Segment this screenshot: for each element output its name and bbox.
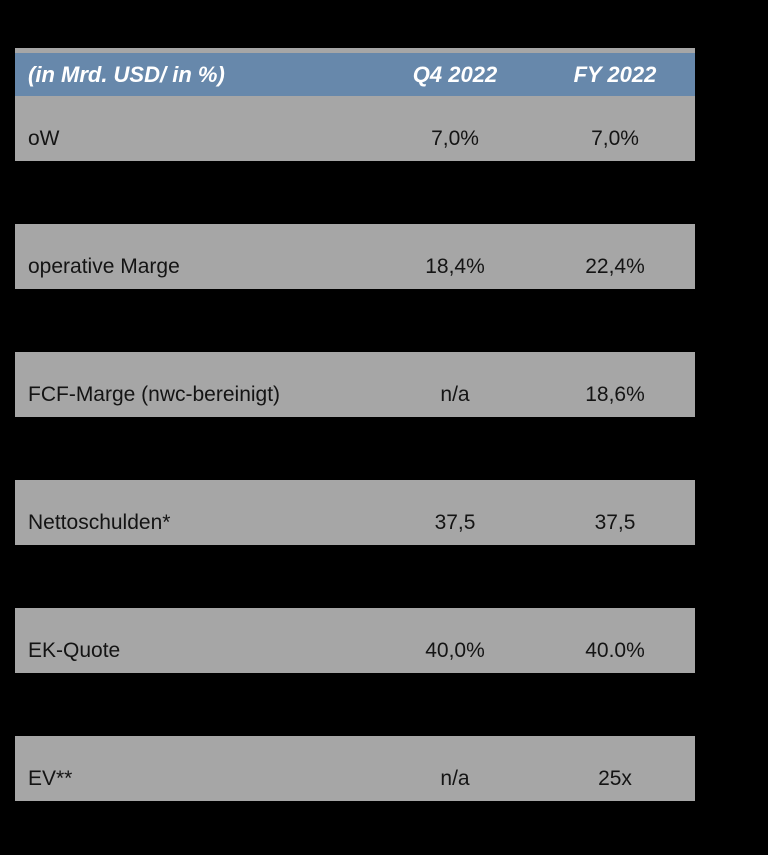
row-label: EK-Quote [28,639,121,662]
row-label: EV** [28,767,73,790]
row-label: oW [28,127,60,150]
row-fy-value: 7,0% [591,127,639,150]
table-row: Nettoschulden* 37,5 37,5 [15,480,695,545]
row-label: operative Marge [28,255,180,278]
row-fy-value: 22,4% [585,255,645,278]
header-units-label: (in Mrd. USD/ in %) [28,61,225,87]
header-col-fy-2022: FY 2022 [573,61,657,87]
row-q4-value: 37,5 [434,511,476,534]
row-q4-value: n/a [440,767,470,790]
table-top-border [15,48,695,53]
row-fy-value: 25x [598,767,632,790]
row-q4-value: n/a [440,383,470,406]
table-row: EV** n/a 25x [15,736,695,801]
row-fy-value: 40.0% [585,639,645,662]
table-row: oW 7,0% 7,0% [15,96,695,161]
row-q4-value: 40,0% [425,639,485,662]
table-row: operative Marge 18,4% 22,4% [15,224,695,289]
row-q4-value: 7,0% [431,127,479,150]
table-row: FCF-Marge (nwc-bereinigt) n/a 18,6% [15,352,695,417]
header-col-q4-2022: Q4 2022 [412,61,498,87]
financial-metrics-table: (in Mrd. USD/ in %) Q4 2022 FY 2022 oW 7… [15,48,695,801]
row-label: Nettoschulden* [28,511,171,534]
table-header-row: (in Mrd. USD/ in %) Q4 2022 FY 2022 [15,53,695,96]
row-fy-value: 37,5 [594,511,636,534]
row-label: FCF-Marge (nwc-bereinigt) [28,383,281,406]
row-q4-value: 18,4% [425,255,485,278]
table-row: EK-Quote 40,0% 40.0% [15,608,695,673]
row-fy-value: 18,6% [585,383,645,406]
